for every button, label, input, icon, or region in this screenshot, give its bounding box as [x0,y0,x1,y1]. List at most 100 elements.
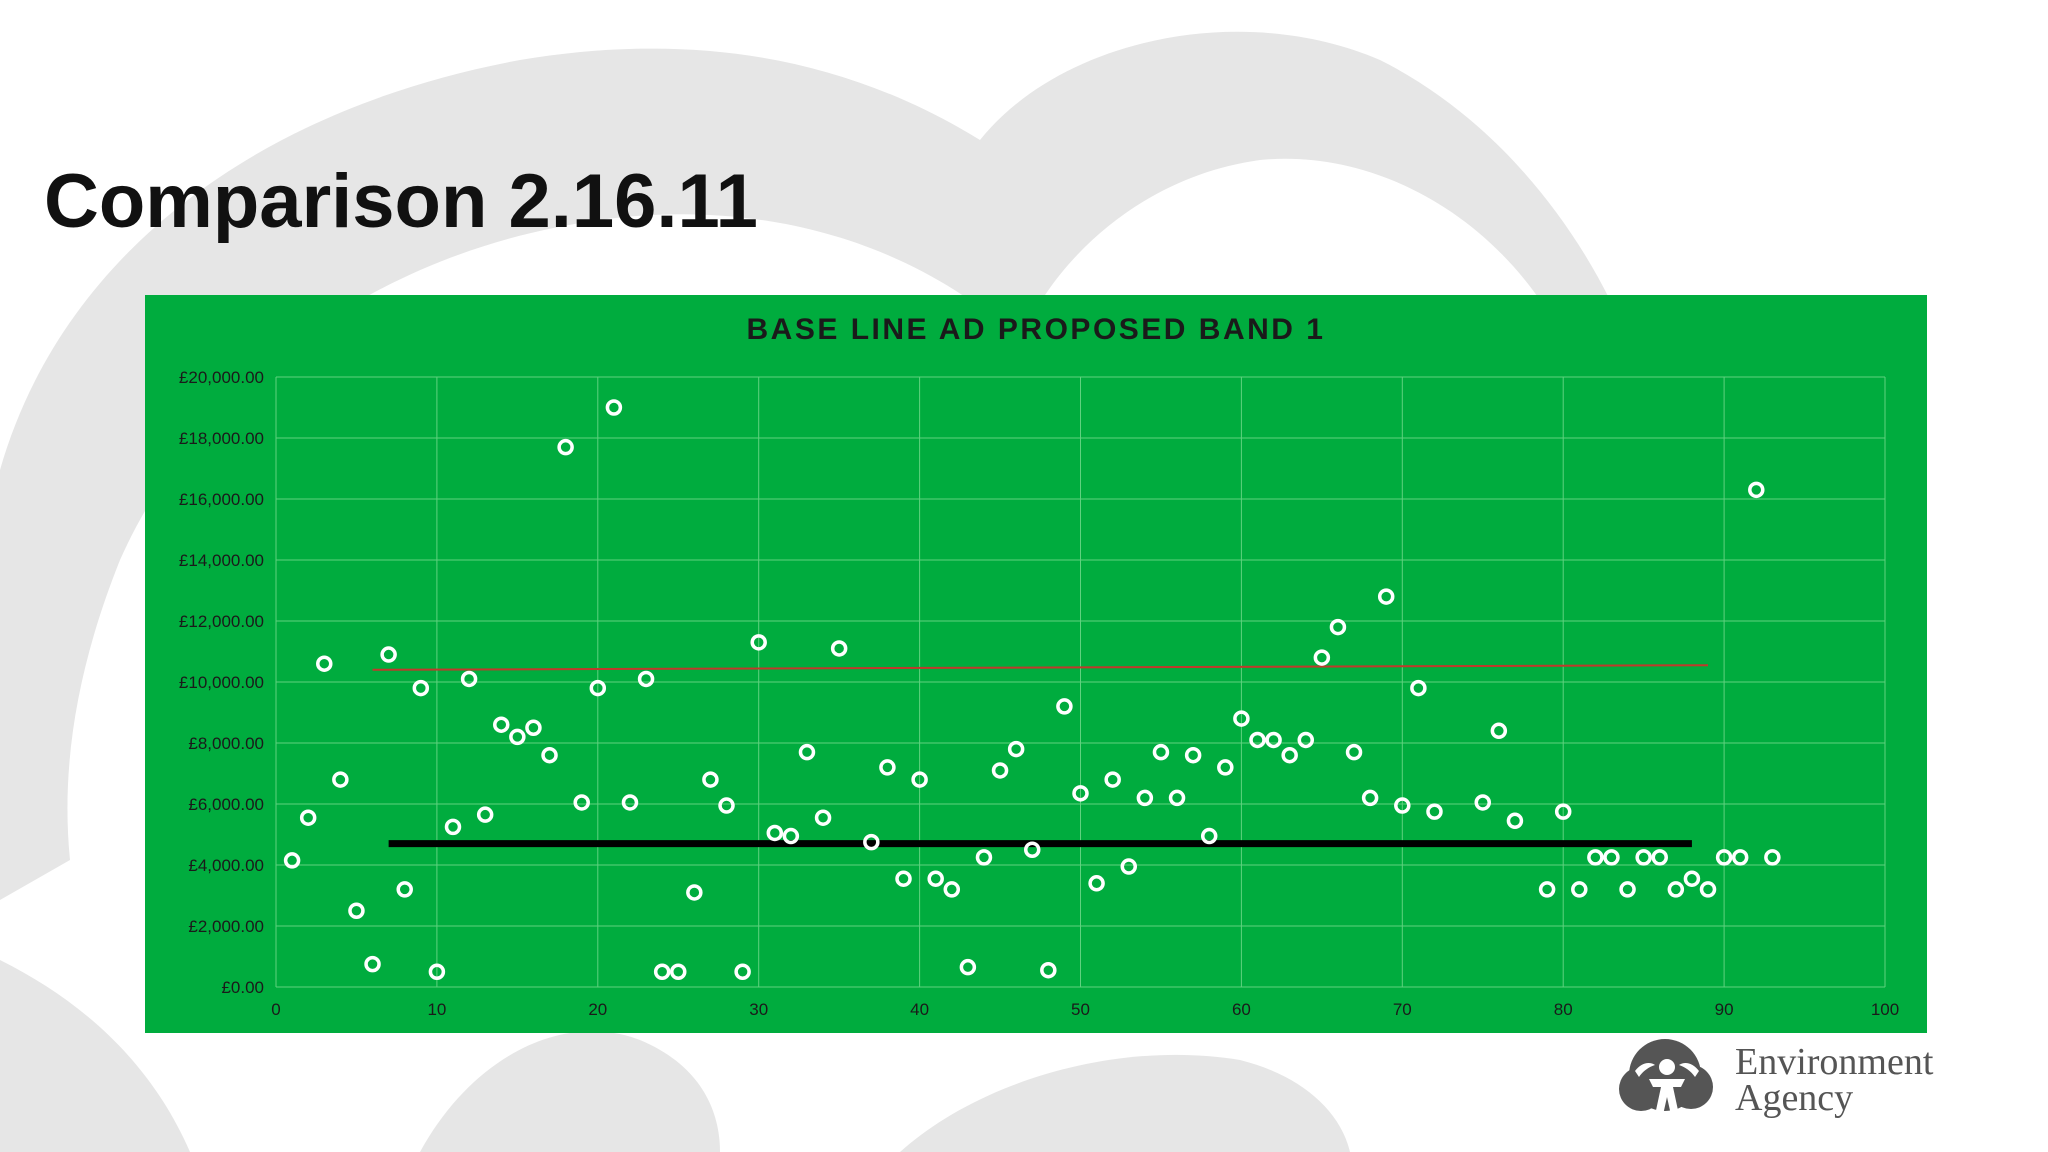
data-point [1281,746,1298,764]
data-point [1217,759,1234,776]
data-point [364,955,381,973]
data-point [943,881,961,898]
data-point [460,670,478,688]
data-point [1023,841,1041,858]
y-tick-label: £16,000.00 [179,490,264,509]
data-point [444,818,462,836]
chart-plot-area: 0 10 20 30 40 50 60 70 80 90 100 £0.00 £2,000.00 £4,0… [179,368,1899,1019]
data-point [621,794,639,811]
data-point [750,634,767,651]
data-point [1168,789,1186,807]
data-point [1136,789,1154,807]
data-point [1040,961,1057,979]
data-point [911,771,928,788]
data-point [718,797,735,814]
data-point [1297,731,1315,749]
x-tick-label: 100 [1871,1000,1899,1019]
data-point [412,679,430,697]
data-point [1731,849,1749,866]
data-point [1764,849,1781,866]
x-tick-label: 60 [1232,1000,1251,1019]
data-point [975,849,993,866]
data-point [283,852,301,869]
logo-text-agency: Agency [1735,1077,1854,1119]
data-point [1394,797,1411,814]
data-point [959,958,977,976]
data-point [557,438,574,456]
x-tick-label: 10 [427,1000,446,1019]
x-tick-label: 80 [1554,1000,1573,1019]
data-point [1635,849,1652,866]
data-point [879,759,896,776]
trend-line [372,664,1709,671]
data-point [509,728,526,746]
data-point [1249,731,1266,749]
y-tick-label: £2,000.00 [188,917,264,936]
data-point [1120,858,1138,875]
data-point [1410,679,1427,697]
data-point [1088,875,1105,892]
data-point [1104,771,1121,788]
x-tick-label: 0 [271,1000,280,1019]
data-point [380,646,397,663]
data-point [1426,803,1443,820]
data-point [1667,881,1685,898]
y-tick-label: £10,000.00 [179,673,264,692]
y-tick-label: £14,000.00 [179,551,264,570]
data-point [702,771,719,788]
data-point [476,806,494,823]
data-point [525,719,542,736]
logo-text-environment: Environment [1735,1041,1934,1083]
x-tick-label: 70 [1393,1000,1412,1019]
data-point [1699,881,1717,898]
data-point [863,833,880,851]
y-tick-label: £20,000.00 [179,368,264,387]
data-point [1619,881,1636,898]
data-point [1152,743,1170,761]
data-point [428,963,446,980]
x-tick-label: 50 [1071,1000,1090,1019]
data-point [1587,849,1604,866]
data-point [1313,649,1331,666]
data-point [1571,881,1588,898]
data-point [1377,588,1395,605]
data-point [348,902,365,919]
data-point [814,809,832,826]
data-point [1361,789,1379,807]
x-tick-label: 40 [910,1000,929,1019]
data-point [1506,812,1524,830]
y-tick-label: £12,000.00 [179,612,264,631]
data-point [670,963,687,980]
data-point [605,399,623,416]
data-point [1265,731,1282,749]
data-point [766,824,784,842]
data-point [991,762,1009,779]
data-point [396,881,413,898]
scatter-chart: 0 10 20 30 40 50 60 70 80 90 100 £0.00 £2,000.00 £4,0… [145,295,1927,1033]
data-point [1345,743,1363,761]
data-point [1233,710,1250,727]
data-point [1748,481,1765,499]
chart-title: BASE LINE AD PROPOSED BAND 1 [746,313,1326,346]
data-point [1007,740,1025,758]
data-point [830,640,848,657]
data-point [895,870,912,887]
data-point [1329,618,1347,636]
data-point [1184,746,1202,764]
data-point [1474,794,1491,811]
data-point [1490,722,1508,740]
data-point [782,827,800,845]
y-tick-label: £4,000.00 [188,856,264,875]
data-point [686,884,703,901]
y-tick-label: £6,000.00 [188,795,264,814]
data-point [1554,803,1572,820]
environment-agency-logo [1619,1039,1713,1115]
data-point [1538,881,1556,898]
data-point [1200,827,1218,845]
tree-person-icon [1619,1039,1713,1111]
x-tick-label: 90 [1715,1000,1734,1019]
data-point [573,794,590,811]
data-point [734,963,751,980]
data-point [1683,870,1701,887]
